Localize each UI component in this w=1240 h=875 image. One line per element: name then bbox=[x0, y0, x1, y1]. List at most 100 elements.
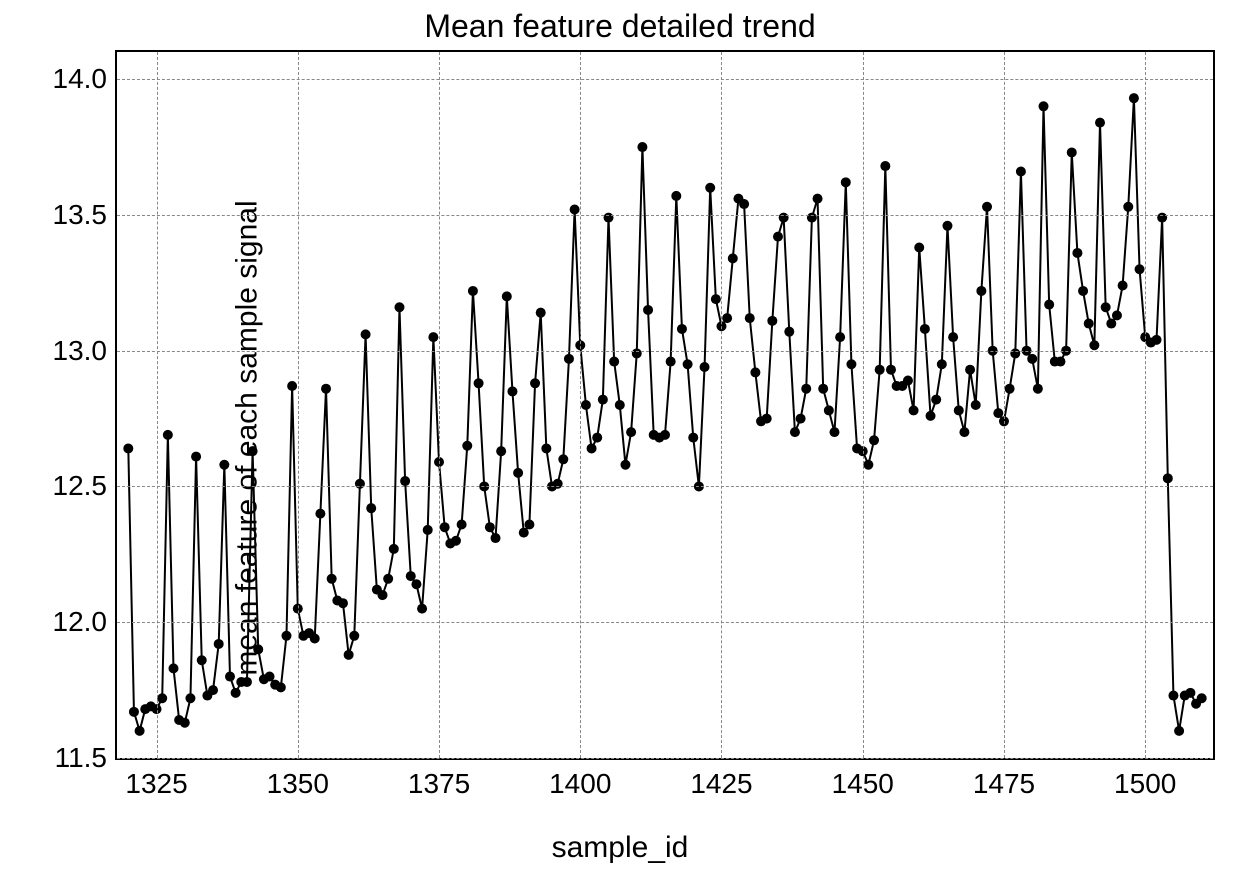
data-marker bbox=[1168, 691, 1178, 701]
data-marker bbox=[937, 359, 947, 369]
data-marker bbox=[123, 443, 133, 453]
x-tick-label: 1475 bbox=[973, 768, 1035, 800]
data-marker bbox=[315, 509, 325, 519]
data-marker bbox=[536, 308, 546, 318]
data-marker bbox=[863, 460, 873, 470]
data-marker bbox=[248, 446, 258, 456]
data-marker bbox=[457, 519, 467, 529]
data-marker bbox=[971, 400, 981, 410]
grid-line-vertical bbox=[580, 52, 581, 758]
data-marker bbox=[1163, 473, 1173, 483]
data-marker bbox=[1174, 726, 1184, 736]
data-marker bbox=[1078, 286, 1088, 296]
data-marker bbox=[886, 365, 896, 375]
data-marker bbox=[541, 443, 551, 453]
data-marker bbox=[683, 359, 693, 369]
data-marker bbox=[389, 544, 399, 554]
data-marker bbox=[129, 707, 139, 717]
data-marker bbox=[598, 395, 608, 405]
y-tick-label: 13.5 bbox=[53, 199, 108, 231]
data-marker bbox=[1101, 302, 1111, 312]
grid-line-horizontal bbox=[117, 351, 1213, 352]
data-marker bbox=[406, 571, 416, 581]
y-tick-label: 14.0 bbox=[53, 63, 108, 95]
data-marker bbox=[366, 503, 376, 513]
data-marker bbox=[180, 718, 190, 728]
data-marker bbox=[474, 378, 484, 388]
data-marker bbox=[1044, 300, 1054, 310]
data-marker bbox=[846, 359, 856, 369]
y-tick-label: 11.5 bbox=[55, 742, 107, 774]
data-marker bbox=[231, 688, 241, 698]
data-marker bbox=[428, 332, 438, 342]
data-marker bbox=[321, 384, 331, 394]
data-marker bbox=[931, 395, 941, 405]
data-marker bbox=[909, 405, 919, 415]
data-marker bbox=[344, 650, 354, 660]
data-marker bbox=[1197, 693, 1207, 703]
grid-line-vertical bbox=[1004, 52, 1005, 758]
data-marker bbox=[361, 329, 371, 339]
data-marker bbox=[581, 400, 591, 410]
data-marker bbox=[1016, 166, 1026, 176]
data-marker bbox=[491, 533, 501, 543]
data-marker bbox=[168, 663, 178, 673]
data-marker bbox=[468, 286, 478, 296]
grid-line-vertical bbox=[439, 52, 440, 758]
grid-line-horizontal bbox=[117, 486, 1213, 487]
grid-line-horizontal bbox=[117, 79, 1213, 80]
data-marker bbox=[615, 400, 625, 410]
data-marker bbox=[1067, 147, 1077, 157]
data-marker bbox=[835, 332, 845, 342]
data-marker bbox=[666, 357, 676, 367]
data-marker bbox=[728, 253, 738, 263]
data-marker bbox=[411, 579, 421, 589]
data-marker bbox=[310, 634, 320, 644]
data-marker bbox=[383, 574, 393, 584]
data-marker bbox=[587, 443, 597, 453]
grid-line-vertical bbox=[157, 52, 158, 758]
data-marker bbox=[626, 427, 636, 437]
data-marker bbox=[338, 598, 348, 608]
x-tick-label: 1400 bbox=[549, 768, 611, 800]
data-marker bbox=[570, 204, 580, 214]
data-marker bbox=[620, 460, 630, 470]
data-marker bbox=[722, 313, 732, 323]
data-marker bbox=[558, 454, 568, 464]
data-marker bbox=[643, 305, 653, 315]
data-marker bbox=[462, 441, 472, 451]
plot-area: 1325135013751400142514501475150011.512.0… bbox=[115, 50, 1215, 760]
data-marker bbox=[880, 161, 890, 171]
data-marker bbox=[1089, 340, 1099, 350]
data-marker bbox=[637, 142, 647, 152]
data-marker bbox=[926, 411, 936, 421]
data-marker bbox=[869, 435, 879, 445]
data-marker bbox=[451, 536, 461, 546]
data-marker bbox=[700, 362, 710, 372]
data-marker bbox=[1095, 118, 1105, 128]
data-marker bbox=[993, 408, 1003, 418]
grid-line-vertical bbox=[298, 52, 299, 758]
data-marker bbox=[157, 693, 167, 703]
data-marker bbox=[417, 604, 427, 614]
data-marker bbox=[914, 243, 924, 253]
chart-container: Mean feature detailed trend mean feature… bbox=[0, 0, 1240, 875]
data-marker bbox=[1112, 310, 1122, 320]
data-marker bbox=[1129, 93, 1139, 103]
data-marker bbox=[513, 468, 523, 478]
data-marker bbox=[705, 183, 715, 193]
data-marker bbox=[592, 433, 602, 443]
data-marker bbox=[530, 378, 540, 388]
y-tick-label: 13.0 bbox=[53, 335, 108, 367]
y-tick-label: 12.5 bbox=[53, 470, 108, 502]
data-marker bbox=[875, 365, 885, 375]
data-marker bbox=[1033, 384, 1043, 394]
x-tick-label: 1375 bbox=[408, 768, 470, 800]
data-marker bbox=[784, 327, 794, 337]
data-marker bbox=[327, 574, 337, 584]
data-marker bbox=[519, 528, 529, 538]
chart-title: Mean feature detailed trend bbox=[0, 8, 1240, 45]
data-marker bbox=[813, 194, 823, 204]
data-marker bbox=[349, 631, 359, 641]
data-marker bbox=[163, 430, 173, 440]
